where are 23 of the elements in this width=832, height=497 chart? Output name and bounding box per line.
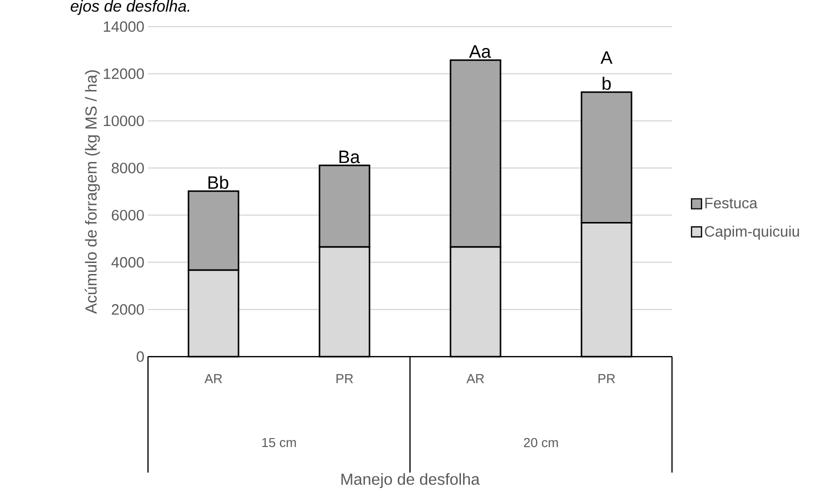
y-tick-label: 10000 <box>104 116 144 126</box>
text: 20 cm <box>524 438 558 448</box>
x-tick-label: AR <box>204 374 222 384</box>
y-tick-label: 12000 <box>104 68 144 80</box>
y-tick-label: 14000 <box>104 21 144 32</box>
data-label: Ba <box>339 150 360 164</box>
text: Manejo de desfolha <box>341 473 480 488</box>
y-tick-label: 8000 <box>112 162 144 174</box>
y-tick-label: 2000 <box>112 304 144 315</box>
y-tick-label: 6000 <box>112 210 144 221</box>
legend-label: Festuca <box>705 198 758 209</box>
x-tick-label: AR <box>466 374 484 384</box>
y-axis-title: Acúmulo de forragem (kg MS / ha) <box>84 70 100 314</box>
x-tick-label: PR <box>598 374 615 384</box>
data-label: Bb <box>208 176 228 190</box>
text: ejos de desfolha. <box>70 0 190 16</box>
text: 15 cm <box>262 438 296 448</box>
x-tick-label: PR <box>336 374 353 384</box>
y-tick-label: 4000 <box>111 257 144 268</box>
legend-label: Capim-quicuiu <box>704 226 799 240</box>
y-tick-label: 0 <box>136 351 144 362</box>
data-label: A b <box>600 52 612 90</box>
data-label: Aa <box>469 46 492 58</box>
